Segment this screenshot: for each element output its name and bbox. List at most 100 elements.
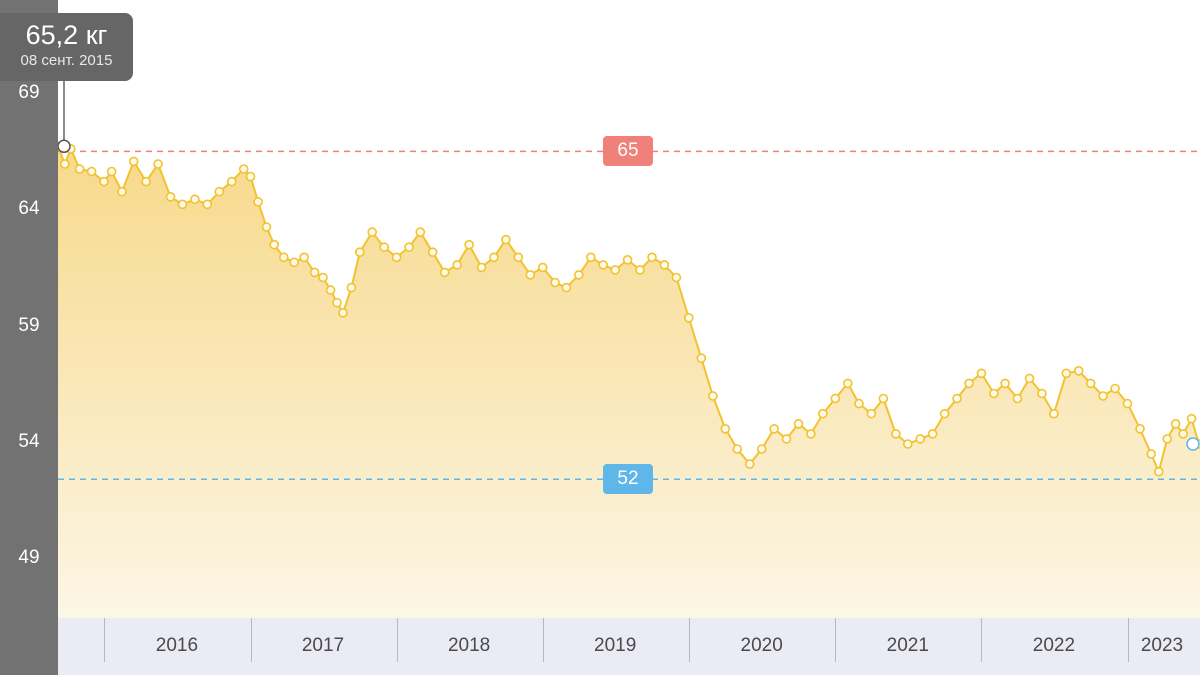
data-point xyxy=(106,166,117,177)
data-point xyxy=(952,393,962,404)
x-axis-bar[interactable]: 2016 2017 2018 2019 2020 2021 2022 2023 xyxy=(58,618,1200,675)
y-tick-label: 64 xyxy=(18,198,40,219)
data-point xyxy=(1085,378,1096,389)
data-point xyxy=(214,186,225,197)
data-point xyxy=(476,262,487,273)
x-axis-divider xyxy=(835,618,837,662)
data-point xyxy=(830,393,841,404)
data-point xyxy=(818,408,828,419)
x-tick-label: 2018 xyxy=(447,635,491,656)
x-axis-divider xyxy=(688,618,690,662)
data-point xyxy=(769,423,779,434)
x-tick-label: 2017 xyxy=(301,635,345,656)
data-point xyxy=(927,429,938,439)
data-point xyxy=(238,164,249,174)
data-point xyxy=(338,307,348,318)
data-point xyxy=(561,282,572,293)
data-point xyxy=(659,260,670,270)
data-point xyxy=(1073,365,1084,376)
data-point xyxy=(976,368,987,379)
x-axis-divider xyxy=(1127,618,1129,662)
data-point xyxy=(635,265,645,275)
data-point xyxy=(165,192,176,202)
data-point xyxy=(1146,449,1156,459)
data-point xyxy=(1110,383,1120,394)
data-point xyxy=(86,166,97,177)
data-point xyxy=(610,265,621,275)
data-point xyxy=(732,444,743,454)
data-point xyxy=(525,270,536,280)
data-point xyxy=(367,227,378,237)
data-point xyxy=(1037,388,1047,399)
data-point xyxy=(279,252,289,263)
data-point xyxy=(1178,429,1188,439)
data-point xyxy=(99,176,109,187)
y-axis-panel: 69 64 59 54 49 xyxy=(0,0,58,675)
data-point xyxy=(1154,466,1164,477)
data-point xyxy=(60,159,70,169)
data-point xyxy=(404,242,414,252)
data-point xyxy=(939,408,950,419)
data-point xyxy=(878,393,889,404)
data-point xyxy=(989,388,999,399)
data-point xyxy=(1000,378,1010,389)
data-point xyxy=(964,378,974,389)
data-point xyxy=(902,439,913,449)
data-point xyxy=(452,260,462,270)
x-tick-label: 2023 xyxy=(1140,635,1184,656)
data-point xyxy=(806,429,816,439)
data-point xyxy=(354,247,365,257)
y-tick-label: 49 xyxy=(18,547,40,568)
data-point xyxy=(332,297,342,308)
data-point xyxy=(128,156,139,167)
data-point xyxy=(866,408,877,419)
data-point xyxy=(74,164,85,174)
x-axis-divider xyxy=(396,618,398,662)
data-point xyxy=(683,312,694,323)
x-tick-label: 2022 xyxy=(1032,635,1076,656)
data-point xyxy=(379,242,390,252)
data-point xyxy=(573,270,584,280)
data-point xyxy=(269,239,279,250)
data-point xyxy=(671,272,682,283)
x-tick-label: 2016 xyxy=(155,635,199,656)
data-point xyxy=(598,260,609,270)
y-tick-label: 59 xyxy=(18,315,40,336)
data-point xyxy=(550,277,560,288)
data-point xyxy=(854,398,864,409)
data-point xyxy=(289,257,299,268)
lower-target-badge: 52 xyxy=(603,464,653,495)
tooltip-value: 65,2 кг xyxy=(25,20,108,50)
data-point xyxy=(299,252,309,263)
data-point xyxy=(226,176,237,187)
data-point xyxy=(117,186,127,197)
data-point xyxy=(1186,413,1197,424)
data-point xyxy=(1049,408,1059,419)
data-point xyxy=(391,252,402,263)
x-axis-divider xyxy=(981,618,983,662)
weight-line-chart[interactable] xyxy=(58,0,1200,618)
data-point xyxy=(720,423,731,434)
data-point xyxy=(464,239,474,250)
data-point xyxy=(696,353,707,364)
x-tick-label: 2019 xyxy=(594,635,637,656)
data-point xyxy=(245,171,256,182)
data-point xyxy=(261,222,272,232)
weight-area xyxy=(58,146,1200,618)
data-point xyxy=(190,194,200,205)
data-point xyxy=(915,434,926,444)
data-point xyxy=(1162,434,1172,444)
data-point xyxy=(513,252,524,263)
data-point xyxy=(756,444,767,454)
data-point xyxy=(890,429,901,439)
upper-target-badge: 65 xyxy=(603,136,653,167)
data-point xyxy=(781,434,792,444)
data-point xyxy=(585,252,596,263)
x-tick-label: 2021 xyxy=(886,635,929,656)
highlighted-point xyxy=(58,139,71,154)
data-point xyxy=(1024,373,1035,384)
data-point xyxy=(439,267,450,278)
data-point xyxy=(153,159,163,169)
value-tooltip: 65,2 кг 08 сент. 2015 xyxy=(0,13,133,81)
data-point xyxy=(1061,368,1072,379)
